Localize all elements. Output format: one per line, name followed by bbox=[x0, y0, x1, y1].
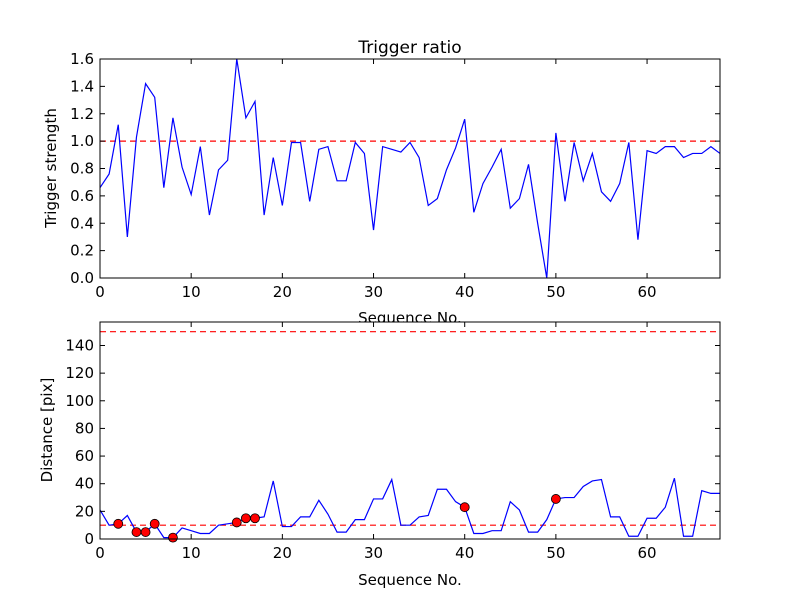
data-point-marker bbox=[113, 518, 124, 529]
data-point-marker bbox=[149, 518, 160, 529]
y-tick-label: 80 bbox=[75, 419, 94, 437]
x-tick-label: 50 bbox=[546, 544, 565, 562]
y-tick-label: 1.2 bbox=[70, 105, 94, 123]
y-tick-label: 0.4 bbox=[70, 214, 94, 232]
data-point-marker bbox=[140, 527, 151, 537]
y-tick-label: 1.0 bbox=[70, 132, 94, 150]
y-axis-label: Trigger strength bbox=[42, 108, 60, 229]
x-tick-label: 20 bbox=[273, 544, 292, 562]
plot-area bbox=[100, 59, 720, 278]
y-tick-label: 0.0 bbox=[70, 269, 94, 287]
data-point-marker bbox=[459, 502, 470, 513]
y-tick-label: 140 bbox=[65, 336, 94, 354]
y-tick-label: 120 bbox=[65, 364, 94, 382]
y-tick-label: 20 bbox=[75, 502, 94, 520]
y-tick-label: 0 bbox=[84, 530, 94, 548]
plot-area bbox=[100, 322, 720, 539]
data-point-marker bbox=[131, 527, 142, 537]
y-tick-label: 60 bbox=[75, 447, 94, 465]
x-tick-label: 60 bbox=[638, 544, 657, 562]
y-tick-label: 100 bbox=[65, 392, 94, 410]
x-tick-label: 30 bbox=[364, 544, 383, 562]
trigger-strength-line bbox=[99, 58, 721, 279]
y-tick-label: 0.6 bbox=[70, 187, 94, 205]
distance-line bbox=[99, 477, 720, 539]
x-tick-label: 0 bbox=[95, 283, 105, 301]
x-tick-label: 10 bbox=[182, 544, 201, 562]
data-point-marker bbox=[250, 513, 260, 524]
x-tick-label: 20 bbox=[273, 283, 292, 301]
x-tick-label: 30 bbox=[364, 283, 383, 301]
distance-panel: 0 10 20 30 40 50 60 0 20 40 60 80 100 120 140 Sequence… bbox=[38, 321, 721, 589]
x-tick-label: 10 bbox=[182, 283, 201, 301]
data-point-marker bbox=[168, 532, 178, 543]
y-tick-label: 1.6 bbox=[70, 50, 94, 68]
data-point-marker bbox=[240, 513, 251, 524]
y-tick-label: 40 bbox=[75, 475, 94, 493]
trigger-ratio-panel: 0 10 20 30 40 50 60 0.0 0.2 0.4 0.6 0.8 1.0 1.2 1.4 1.6… bbox=[42, 38, 721, 327]
x-tick-label: 50 bbox=[546, 283, 565, 301]
plot-frame bbox=[99, 321, 721, 540]
data-point-marker bbox=[231, 517, 242, 528]
y-axis-label: Distance [pix] bbox=[38, 378, 56, 483]
x-tick-label: 0 bbox=[95, 544, 105, 562]
y-tick-label: 0.8 bbox=[70, 160, 94, 178]
x-tick-label: 40 bbox=[455, 283, 474, 301]
chart-title: Trigger ratio bbox=[357, 38, 461, 58]
x-tick-label: 40 bbox=[455, 544, 474, 562]
y-tick-label: 1.4 bbox=[70, 77, 94, 95]
x-tick-label: 60 bbox=[638, 283, 657, 301]
y-tick-label: 0.2 bbox=[70, 242, 94, 260]
data-point-marker bbox=[550, 494, 561, 504]
x-axis-label: Sequence No. bbox=[358, 571, 462, 589]
